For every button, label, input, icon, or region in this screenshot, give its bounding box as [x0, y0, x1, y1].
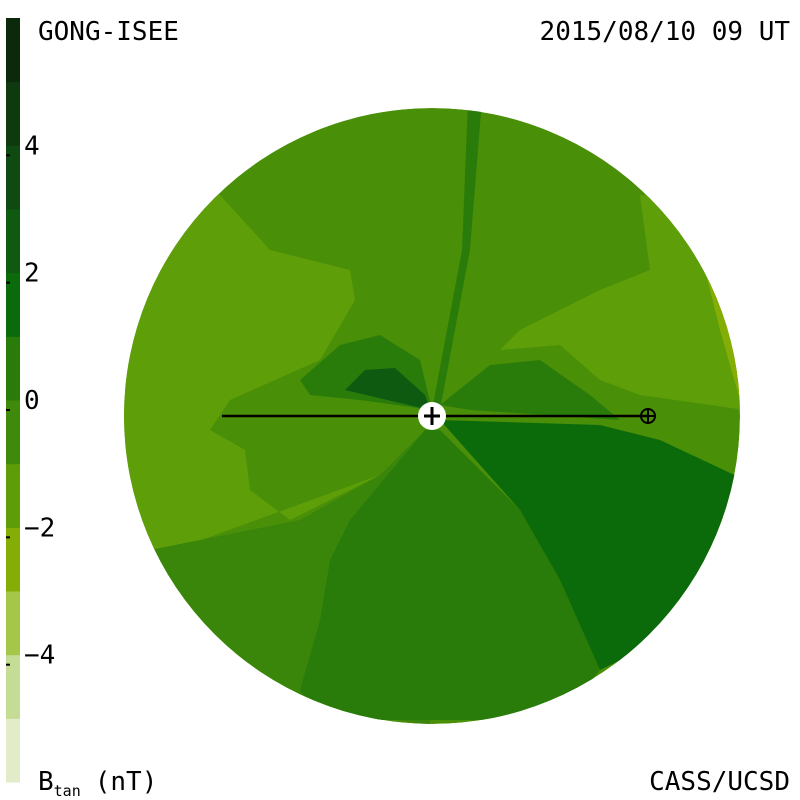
colorbar-band — [6, 591, 20, 656]
colorbar-tick-label: −4 — [24, 641, 55, 671]
colorbar-tick-label: −2 — [24, 513, 55, 543]
colorbar-tick-label: 0 — [24, 386, 40, 416]
credit: CASS/UCSD — [649, 767, 790, 797]
colorbar-label: Btan (nT) — [38, 767, 157, 800]
colorbar-band — [6, 654, 20, 719]
map-region — [300, 430, 600, 720]
map-region — [432, 108, 482, 410]
colorbar-band — [6, 272, 20, 337]
map-region — [440, 420, 740, 670]
map-region — [440, 360, 620, 420]
colorbar-band — [6, 718, 20, 783]
colorbar-band — [6, 527, 20, 592]
colorbar-tick-label: 4 — [24, 131, 40, 161]
colorbar-tick-label: 2 — [24, 259, 40, 289]
colorbar-band — [6, 18, 20, 83]
map-region — [345, 368, 430, 410]
colorbar-band — [6, 209, 20, 274]
title: GONG-ISEE — [38, 17, 179, 47]
map-region — [124, 195, 380, 600]
label-subscript: tan — [54, 782, 81, 800]
colorbar-band — [6, 336, 20, 401]
colorbar: −4 −2 0 2 4 — [6, 18, 55, 783]
colorbar-band — [6, 145, 20, 210]
timestamp: 2015/08/10 09 UT — [540, 17, 791, 47]
colorbar-band — [6, 463, 20, 528]
colorbar-band — [6, 81, 20, 146]
colorbar-band — [6, 400, 20, 465]
label-unit: (nT) — [95, 767, 158, 797]
label-symbol: B — [38, 767, 54, 797]
